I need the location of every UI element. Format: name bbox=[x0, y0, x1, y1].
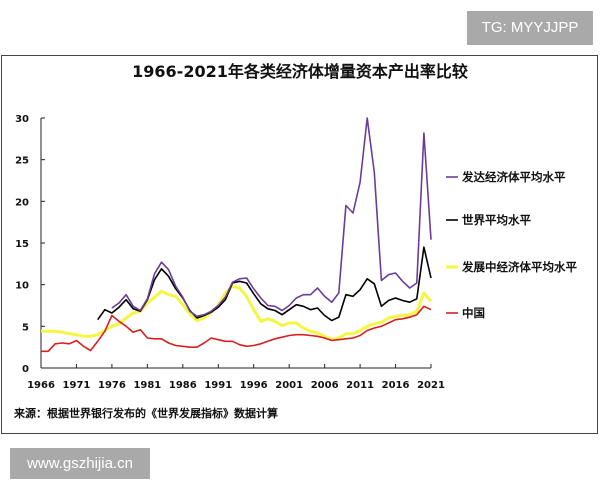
y-tick-label: 15 bbox=[15, 239, 29, 250]
x-tick-label: 2001 bbox=[275, 380, 303, 391]
watermark-site: www.gszhijia.cn bbox=[10, 448, 150, 479]
x-tick-label: 2016 bbox=[382, 380, 410, 391]
y-tick-label: 5 bbox=[22, 322, 29, 333]
x-tick-label: 2011 bbox=[346, 380, 374, 391]
chart-source: 来源：根据世界银行发布的《世界发展指标》数据计算 bbox=[13, 406, 278, 420]
legend-label-1: 世界平均水平 bbox=[462, 213, 531, 227]
x-tick-label: 1966 bbox=[27, 380, 55, 391]
x-tick-label: 1971 bbox=[63, 380, 91, 391]
legend-label-0: 发达经济体平均水平 bbox=[461, 170, 566, 184]
x-tick-label: 1991 bbox=[204, 380, 232, 391]
x-tick-label: 1981 bbox=[133, 380, 161, 391]
legend-label-3: 中国 bbox=[462, 306, 485, 320]
y-tick-label: 20 bbox=[15, 197, 29, 208]
legend-label-2: 发展中经济体平均水平 bbox=[461, 260, 577, 274]
y-tick-label: 25 bbox=[15, 156, 29, 167]
y-tick-label: 0 bbox=[22, 364, 29, 375]
series-line-0 bbox=[111, 117, 432, 318]
x-tick-label: 1986 bbox=[169, 380, 197, 391]
x-tick-label: 1976 bbox=[98, 380, 126, 391]
y-tick-label: 10 bbox=[15, 281, 29, 292]
x-tick-label: 1996 bbox=[240, 380, 268, 391]
series-line-3 bbox=[41, 305, 432, 353]
chart-frame bbox=[1, 55, 598, 434]
x-tick-label: 2021 bbox=[417, 380, 445, 391]
chart-title: 1966-2021年各类经济体增量资本产出率比较 bbox=[132, 62, 468, 81]
x-tick-label: 2006 bbox=[311, 380, 339, 391]
series-line-1 bbox=[97, 246, 432, 322]
y-tick-label: 30 bbox=[15, 114, 29, 125]
watermark-tg: TG: MYYJJPP bbox=[467, 11, 593, 45]
series-line-2 bbox=[41, 284, 433, 342]
